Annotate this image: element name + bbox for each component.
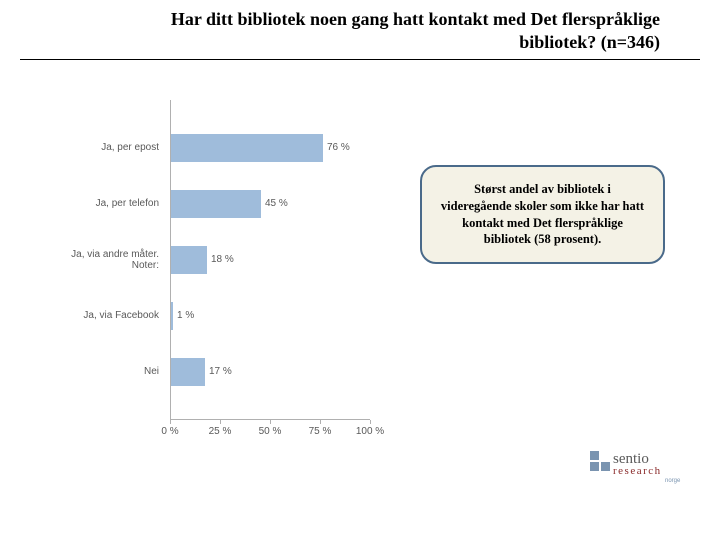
x-tick-label: 50 % <box>259 426 282 437</box>
bar-row: Ja, per telefon45 % <box>171 176 370 232</box>
bar-category-label: Ja, via Facebook <box>51 288 163 344</box>
logo-text-sub: norge <box>665 478 681 484</box>
chart-plot: Ja, per epost76 %Ja, per telefon45 %Ja, … <box>170 100 370 420</box>
bar-value-label: 17 % <box>205 358 232 386</box>
x-tick-label: 25 % <box>209 426 232 437</box>
x-tick-label: 75 % <box>309 426 332 437</box>
x-tick <box>170 420 171 424</box>
bar-row: Ja, via andre måter. Noter:18 % <box>171 232 370 288</box>
x-tick-label: 0 % <box>161 426 178 437</box>
content-area: Ja, per epost76 %Ja, per telefon45 %Ja, … <box>0 60 720 500</box>
sentio-logo: sentio research norge <box>586 448 696 486</box>
bar-value-label: 1 % <box>173 302 194 330</box>
title-container: Har ditt bibliotek noen gang hatt kontak… <box>20 0 700 60</box>
bar <box>171 358 205 386</box>
bar-value-label: 45 % <box>261 190 288 218</box>
x-tick <box>220 420 221 424</box>
x-tick <box>270 420 271 424</box>
bar-category-label: Ja, via andre måter. Noter: <box>51 232 163 288</box>
bar-row: Ja, per epost76 % <box>171 120 370 176</box>
bar-value-label: 18 % <box>207 246 234 274</box>
bar-chart: Ja, per epost76 %Ja, per telefon45 %Ja, … <box>50 100 390 480</box>
bar-category-label: Ja, per telefon <box>51 176 163 232</box>
x-tick <box>320 420 321 424</box>
bar <box>171 246 207 274</box>
callout-box: Størst andel av bibliotek i videregående… <box>420 165 665 265</box>
bar-row: Ja, via Facebook1 % <box>171 288 370 344</box>
bar <box>171 134 323 162</box>
x-tick <box>370 420 371 424</box>
bar-value-label: 76 % <box>323 134 350 162</box>
x-tick-label: 100 % <box>356 426 384 437</box>
x-axis: 0 %25 %50 %75 %100 % <box>170 420 370 450</box>
callout-text: Størst andel av bibliotek i videregående… <box>441 182 644 247</box>
bar <box>171 190 261 218</box>
logo-text-bottom: research <box>613 465 662 477</box>
bar-category-label: Ja, per epost <box>51 120 163 176</box>
bar-category-label: Nei <box>51 344 163 400</box>
bar-row: Nei17 % <box>171 344 370 400</box>
page-title: Har ditt bibliotek noen gang hatt kontak… <box>100 8 660 55</box>
